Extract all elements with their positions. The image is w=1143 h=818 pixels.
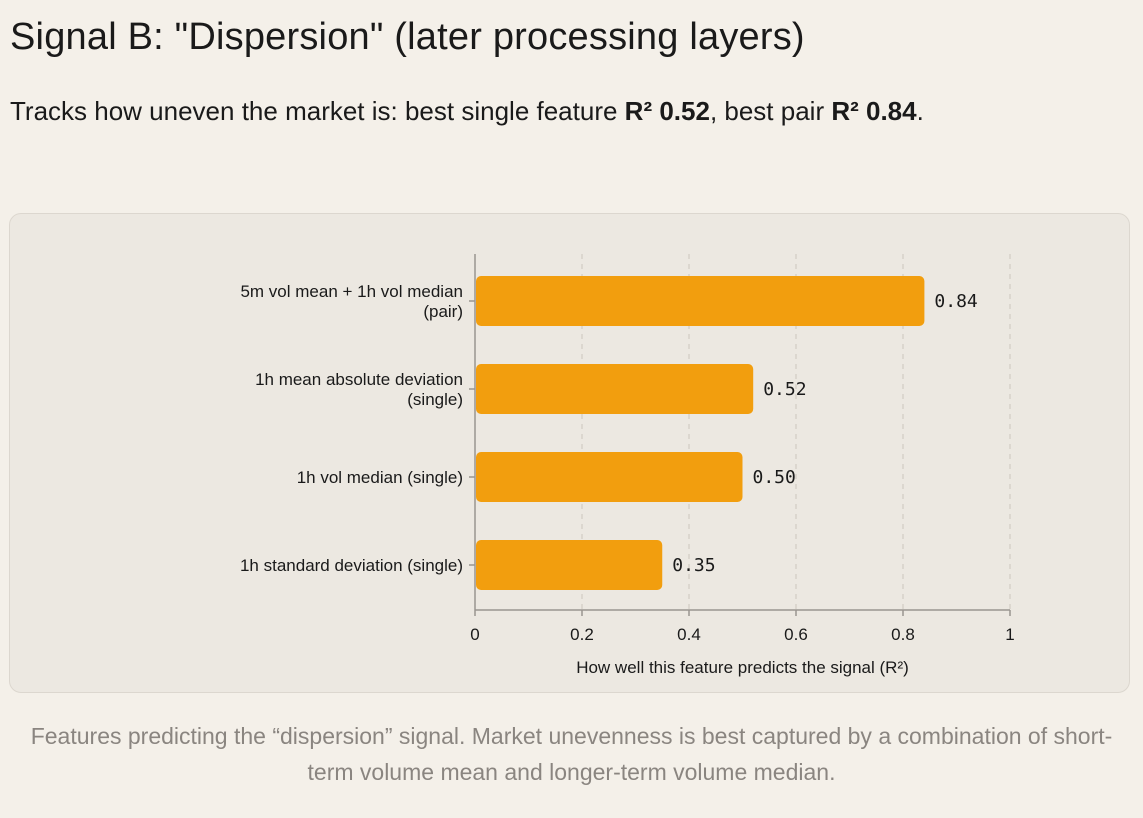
x-tick-label: 0.2 [570,625,594,644]
subtitle-prefix: Tracks how uneven the market is: best si… [10,96,625,126]
value-label: 0.50 [753,467,796,488]
subtitle-suffix: . [916,96,924,126]
value-label: 0.35 [672,555,715,576]
x-tick-label: 0.4 [677,625,701,644]
category-label: (single) [407,390,463,409]
category-label: 1h mean absolute deviation [255,370,463,389]
x-tick-label: 0.6 [784,625,808,644]
x-tick-label: 0.8 [891,625,915,644]
bar [476,540,663,590]
bar [476,364,754,414]
x-tick-label: 0 [470,625,479,644]
category-label: 1h vol median (single) [297,468,463,487]
bar-chart: 0 0.2 0.4 0.6 0.8 1 How well this feature pred… [240,254,1015,677]
x-axis-title: How well this feature predicts the signa… [576,658,909,677]
category-label: 5m vol mean + 1h vol median [240,282,463,301]
figure-caption: Features predicting the “dispersion” sig… [30,723,1113,785]
value-label: 0.84 [934,291,977,312]
subtitle-single-r2: R² 0.52 [624,96,710,126]
category-label: 1h standard deviation (single) [240,556,463,575]
bar [476,452,743,502]
page-title: Signal B: "Dispersion" (later processing… [10,16,805,58]
category-label: (pair) [423,302,463,321]
page-subtitle: Tracks how uneven the market is: best si… [10,96,924,127]
subtitle-pair-r2: R² 0.84 [831,96,917,126]
value-label: 0.52 [763,379,806,400]
chart-card: 0 0.2 0.4 0.6 0.8 1 How well this feature pred… [9,213,1130,693]
x-tick-label: 1 [1005,625,1014,644]
bar [476,276,925,326]
subtitle-mid: , best pair [709,96,832,126]
